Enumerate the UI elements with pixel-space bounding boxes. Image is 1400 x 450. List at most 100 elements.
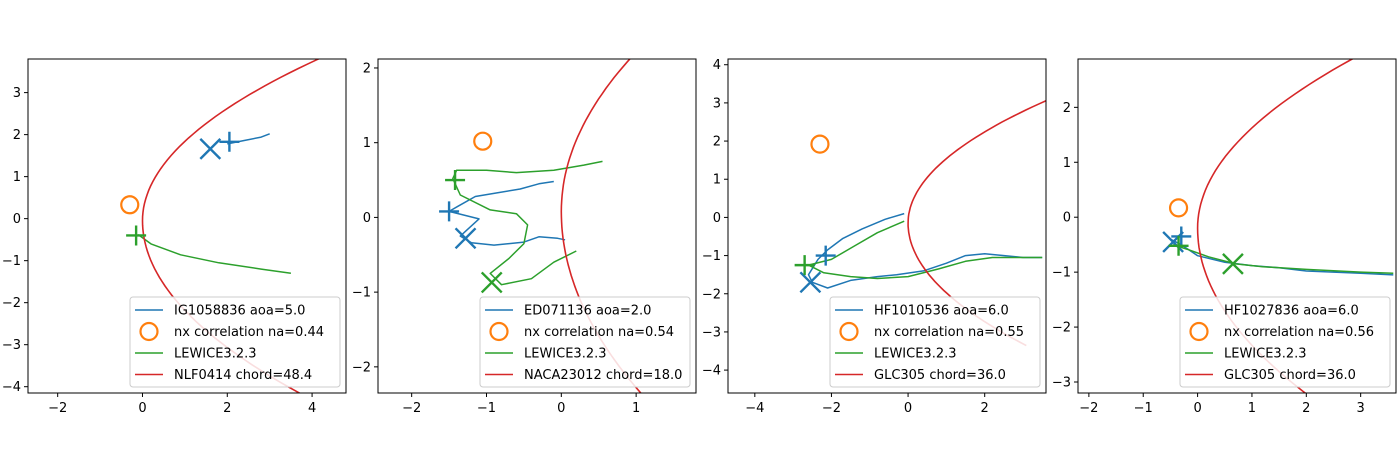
- axes-frame: [727, 58, 1047, 394]
- legend-marker: [1189, 321, 1209, 342]
- legend-marker: [489, 321, 509, 342]
- marker-plus: [126, 225, 147, 246]
- legend-box: [479, 296, 691, 388]
- legend-label: NACA23012 chord=18.0: [524, 368, 682, 383]
- x-tick-label: 0: [138, 401, 146, 416]
- y-tick-label: −4: [702, 364, 721, 379]
- x-tick-label: −2: [822, 401, 841, 416]
- marker-x: [199, 138, 222, 160]
- y-tick-label: 2: [1063, 101, 1071, 116]
- x-tick-label: 4: [308, 401, 316, 416]
- y-tick-label: 4: [713, 58, 721, 73]
- x-tick-label: −2: [48, 401, 67, 416]
- marker-x: [799, 271, 822, 294]
- y-tick-label: −2: [1052, 321, 1071, 336]
- y-tick-label: 1: [13, 170, 21, 185]
- x-tick-label: −2: [1079, 401, 1098, 416]
- y-tick-label: 2: [363, 61, 371, 76]
- y-tick-label: −1: [702, 249, 721, 264]
- series-point: [473, 131, 493, 151]
- marker-plus: [794, 255, 815, 276]
- y-tick-label: −4: [2, 380, 21, 395]
- marker-plus: [815, 245, 836, 266]
- y-tick-label: −3: [702, 325, 721, 340]
- y-tick-label: −2: [2, 296, 21, 311]
- y-tick-label: 3: [713, 96, 721, 111]
- y-tick-label: 3: [13, 86, 21, 101]
- y-tick-label: −2: [702, 287, 721, 302]
- x-tick-label: 0: [1193, 401, 1201, 416]
- legend: HF1010536 aoa=6.0 nx correlation na=0.55 L…: [829, 296, 1041, 388]
- subplot-1: −2 0 2 4 −4 −3 −2 −1 0 1 2 3 IG1058836 aoa=5.0 nx cor…: [2, 58, 347, 416]
- legend-label: nx correlation na=0.56: [1224, 325, 1374, 340]
- y-tick-label: 1: [363, 136, 371, 151]
- y-tick-label: −3: [2, 338, 21, 353]
- subplot-4: −2 −1 0 1 2 3 −3 −2 −1 0 1 2 HF1027836 aoa=6.0 nx cor…: [1052, 58, 1397, 416]
- axes-frame: [377, 58, 697, 394]
- marker-plus: [1171, 226, 1192, 247]
- y-tick-label: −1: [352, 286, 371, 301]
- legend-label: nx correlation na=0.55: [874, 325, 1024, 340]
- series-line: [452, 160, 603, 286]
- y-tick-label: −1: [2, 254, 21, 269]
- legend-label: HF1010536 aoa=6.0: [874, 304, 1009, 319]
- series-line: [807, 212, 1043, 289]
- series-line: [137, 233, 292, 275]
- legend-label: nx correlation na=0.44: [174, 325, 324, 340]
- marker-x: [480, 271, 503, 294]
- legend-label: HF1027836 aoa=6.0: [1224, 304, 1359, 319]
- x-tick-label: −1: [1134, 401, 1153, 416]
- y-tick-label: −2: [352, 360, 371, 375]
- legend-label: IG1058836 aoa=5.0: [174, 304, 305, 319]
- marker-x: [454, 227, 477, 250]
- x-tick-label: 2: [981, 401, 989, 416]
- x-tick-label: 2: [1302, 401, 1310, 416]
- legend: HF1027836 aoa=6.0 nx correlation na=0.56 L…: [1179, 296, 1391, 388]
- subplot-3: −4 −2 0 2 −4 −3 −2 −1 0 1 2 3 4 HF1010536 aoa=6.0 nx c…: [702, 58, 1047, 416]
- y-tick-label: 1: [1063, 156, 1071, 171]
- axes-frame: [1077, 58, 1397, 394]
- y-tick-label: 0: [13, 212, 21, 227]
- marker-x: [1222, 253, 1244, 275]
- marker-plus: [219, 131, 240, 152]
- legend-box: [1179, 296, 1391, 388]
- axes-frame: [27, 58, 347, 394]
- series-point: [810, 134, 830, 154]
- legend-label: nx correlation na=0.54: [524, 325, 674, 340]
- x-tick-label: −2: [402, 401, 421, 416]
- x-tick-label: −4: [745, 401, 764, 416]
- x-tick-label: 0: [557, 401, 565, 416]
- y-tick-label: 0: [363, 211, 371, 226]
- series-line: [1172, 243, 1394, 274]
- x-tick-label: 1: [632, 401, 640, 416]
- legend-box: [129, 296, 341, 388]
- legend-label: GLC305 chord=36.0: [874, 368, 1006, 383]
- legend-label: GLC305 chord=36.0: [1224, 368, 1356, 383]
- y-tick-label: −1: [1052, 266, 1071, 281]
- legend-label: ED071136 aoa=2.0: [524, 304, 651, 319]
- marker-plus: [439, 201, 460, 222]
- x-tick-label: −1: [477, 401, 496, 416]
- legend-label: LEWICE3.2.3: [1224, 347, 1307, 362]
- series-line: [448, 180, 566, 246]
- y-tick-label: 2: [13, 128, 21, 143]
- series-point: [1168, 198, 1189, 218]
- legend-label: LEWICE3.2.3: [174, 347, 257, 362]
- legend-marker: [139, 321, 159, 342]
- marker-plus: [445, 170, 466, 191]
- y-tick-label: 1: [713, 173, 721, 188]
- y-tick-label: 2: [713, 135, 721, 150]
- legend: ED071136 aoa=2.0 nx correlation na=0.54 LE…: [479, 296, 691, 388]
- marker-plus: [1168, 235, 1189, 256]
- legend-marker: [839, 321, 859, 342]
- series-line: [807, 220, 1043, 280]
- legend-label: LEWICE3.2.3: [524, 347, 607, 362]
- marker-x: [1162, 231, 1184, 253]
- series-point: [120, 195, 140, 215]
- y-tick-label: 0: [1063, 211, 1071, 226]
- x-tick-label: 0: [904, 401, 912, 416]
- legend-label: LEWICE3.2.3: [874, 347, 957, 362]
- subplot-2: −2 −1 0 1 −2 −1 0 1 2 ED071136 aoa=2.0 nx correlat…: [352, 58, 697, 416]
- legend-label: NLF0414 chord=48.4: [174, 368, 312, 383]
